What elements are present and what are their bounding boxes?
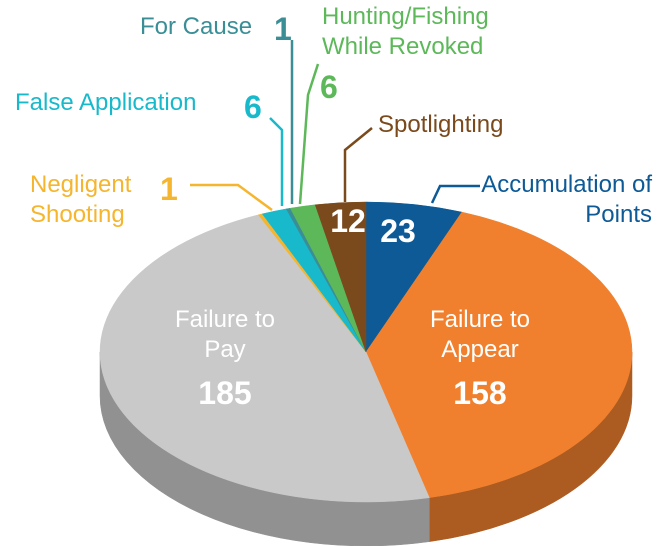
slice-label: For Cause (140, 13, 253, 40)
slice-label: Negligent Shooting (30, 171, 132, 228)
value-label: 1 (160, 171, 178, 207)
slice (99, 214, 430, 503)
value-label: 6 (244, 89, 262, 125)
value-label: 6 (320, 69, 338, 105)
slice-label: Hunting/Fishing While Revoked (322, 3, 489, 60)
leader-line (269, 117, 284, 206)
value-label: 1 (274, 11, 292, 47)
leader-line (430, 184, 480, 204)
value-label: 158 (453, 375, 507, 411)
slice (314, 201, 367, 353)
value-label: 185 (198, 375, 252, 411)
value-label: 23 (380, 213, 416, 249)
slice-label: False Application (15, 89, 197, 116)
leader-line (190, 183, 273, 212)
leader-line (298, 63, 320, 205)
slice-label: Spotlighting (378, 111, 504, 138)
value-label: 12 (330, 203, 366, 239)
slice-label: Failure to Appear (429, 306, 531, 363)
slice (365, 211, 633, 498)
slice-label: Accumulation of Points (481, 171, 652, 228)
leader-line (343, 127, 373, 202)
slice-label: Failure to Pay (174, 306, 276, 363)
